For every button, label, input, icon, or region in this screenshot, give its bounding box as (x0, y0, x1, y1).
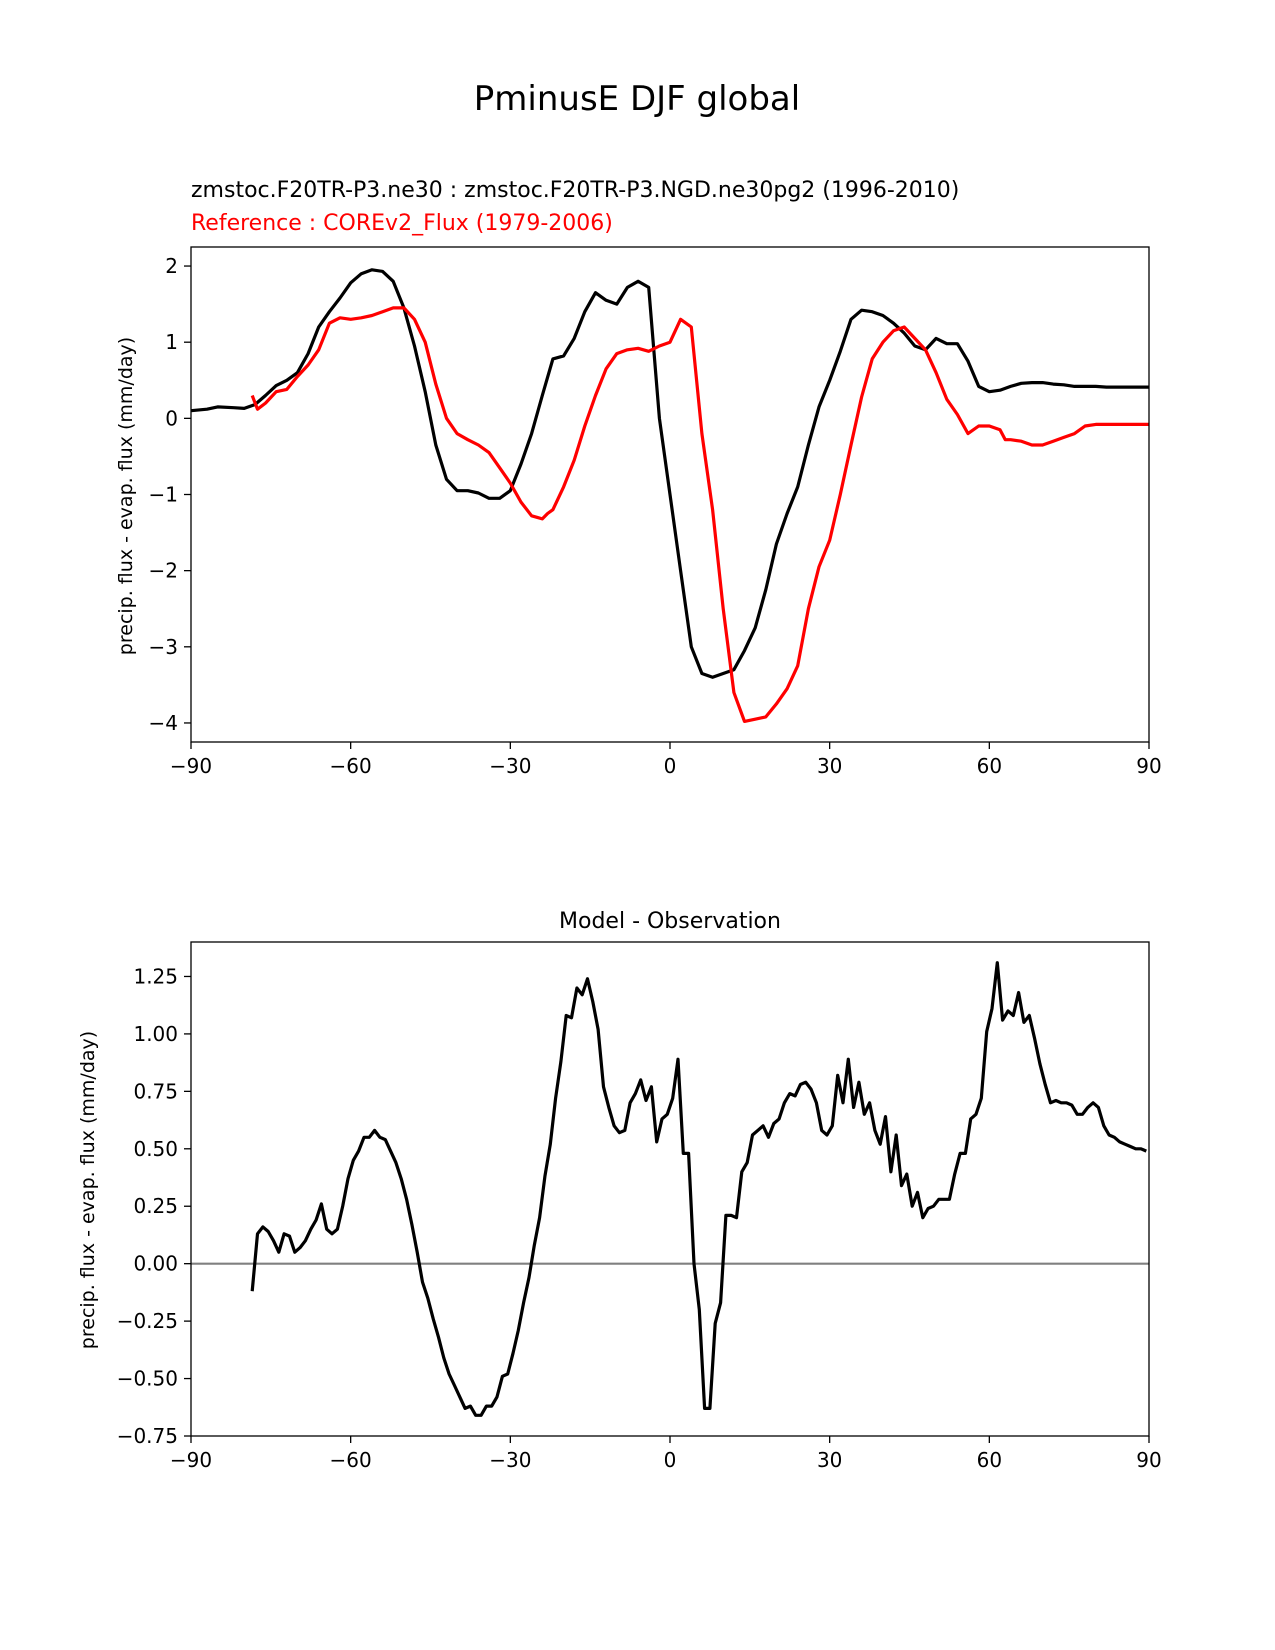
top-y-tick-label: −3 (149, 635, 178, 659)
bottom-y-tick-label: −0.25 (117, 1309, 178, 1333)
top-title-line-2: Reference : COREv2_Flux (1979-2006) (191, 211, 613, 236)
top-y-tick-label: 2 (165, 254, 178, 278)
figure-suptitle: PminusE DJF global (474, 79, 800, 119)
bottom-y-tick-label: −0.50 (117, 1367, 178, 1391)
bottom-series-layer (191, 961, 1149, 1417)
bottom-title: Model - Observation (559, 909, 781, 934)
bottom-y-tick-label: −0.75 (117, 1424, 178, 1448)
bottom-x-tick-label: 90 (1136, 1448, 1161, 1472)
top-y-tick-label: 0 (165, 406, 178, 430)
bottom-x-tick-label: −30 (489, 1448, 531, 1472)
top-tick-layer: −90 −60 −30 0 30 60 90 −4 −3 −2 −1 0 1 2 (149, 254, 1162, 778)
bottom-x-tick-label: −90 (170, 1448, 212, 1472)
top-panel: zmstoc.F20TR-P3.ne30 : zmstoc.F20TR-P3.N… (115, 178, 1162, 778)
top-title-line-1: zmstoc.F20TR-P3.ne30 : zmstoc.F20TR-P3.N… (191, 178, 959, 203)
top-x-tick-label: 90 (1136, 754, 1161, 778)
top-x-tick-label: −60 (330, 754, 372, 778)
bottom-x-tick-label: 30 (817, 1448, 842, 1472)
top-series-1-line (190, 268, 1149, 679)
top-x-tick-label: 60 (977, 754, 1002, 778)
bottom-plot-frame (190, 941, 1150, 1437)
top-x-tick-label: 30 (817, 754, 842, 778)
bottom-y-tick-label: 0.25 (133, 1194, 178, 1218)
bottom-y-tick-label: 0.00 (133, 1252, 178, 1276)
top-y-axis-label: precip. flux - evap. flux (mm/day) (115, 337, 137, 655)
top-y-tick-label: −2 (149, 559, 178, 583)
top-series-2-line (250, 306, 1149, 723)
bottom-y-tick-label: 1.00 (133, 1022, 178, 1046)
bottom-x-tick-label: 60 (977, 1448, 1002, 1472)
bottom-series-1-line (250, 961, 1147, 1417)
top-x-tick-label: −90 (170, 754, 212, 778)
bottom-y-tick-label: 0.75 (133, 1079, 178, 1103)
top-x-tick-label: 0 (664, 754, 677, 778)
bottom-x-tick-label: 0 (664, 1448, 677, 1472)
bottom-panel: Model - Observation precip. flux - evap.… (77, 909, 1162, 1472)
bottom-y-tick-label: 0.50 (133, 1137, 178, 1161)
bottom-x-tick-label: −60 (330, 1448, 372, 1472)
top-series-layer (190, 268, 1149, 723)
bottom-tick-layer: −90 −60 −30 0 30 60 90 −0.75 −0.50 −0.25 0.00 0.25 0… (117, 964, 1162, 1472)
top-plot-frame (190, 246, 1150, 743)
top-y-tick-label: 1 (165, 330, 178, 354)
top-y-tick-label: −1 (149, 483, 178, 507)
bottom-y-axis-label: precip. flux - evap. flux (mm/day) (77, 1031, 99, 1349)
top-y-tick-label: −4 (149, 711, 178, 735)
top-x-tick-label: −30 (489, 754, 531, 778)
bottom-y-tick-label: 1.25 (133, 964, 178, 988)
